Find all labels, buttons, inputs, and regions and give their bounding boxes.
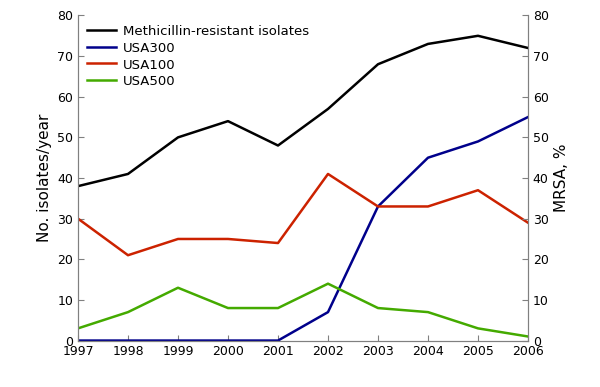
Legend: Methicillin-resistant isolates, USA300, USA100, USA500: Methicillin-resistant isolates, USA300, … — [85, 22, 311, 91]
Y-axis label: MRSA, %: MRSA, % — [554, 144, 569, 212]
Y-axis label: No. isolates/year: No. isolates/year — [37, 114, 52, 242]
